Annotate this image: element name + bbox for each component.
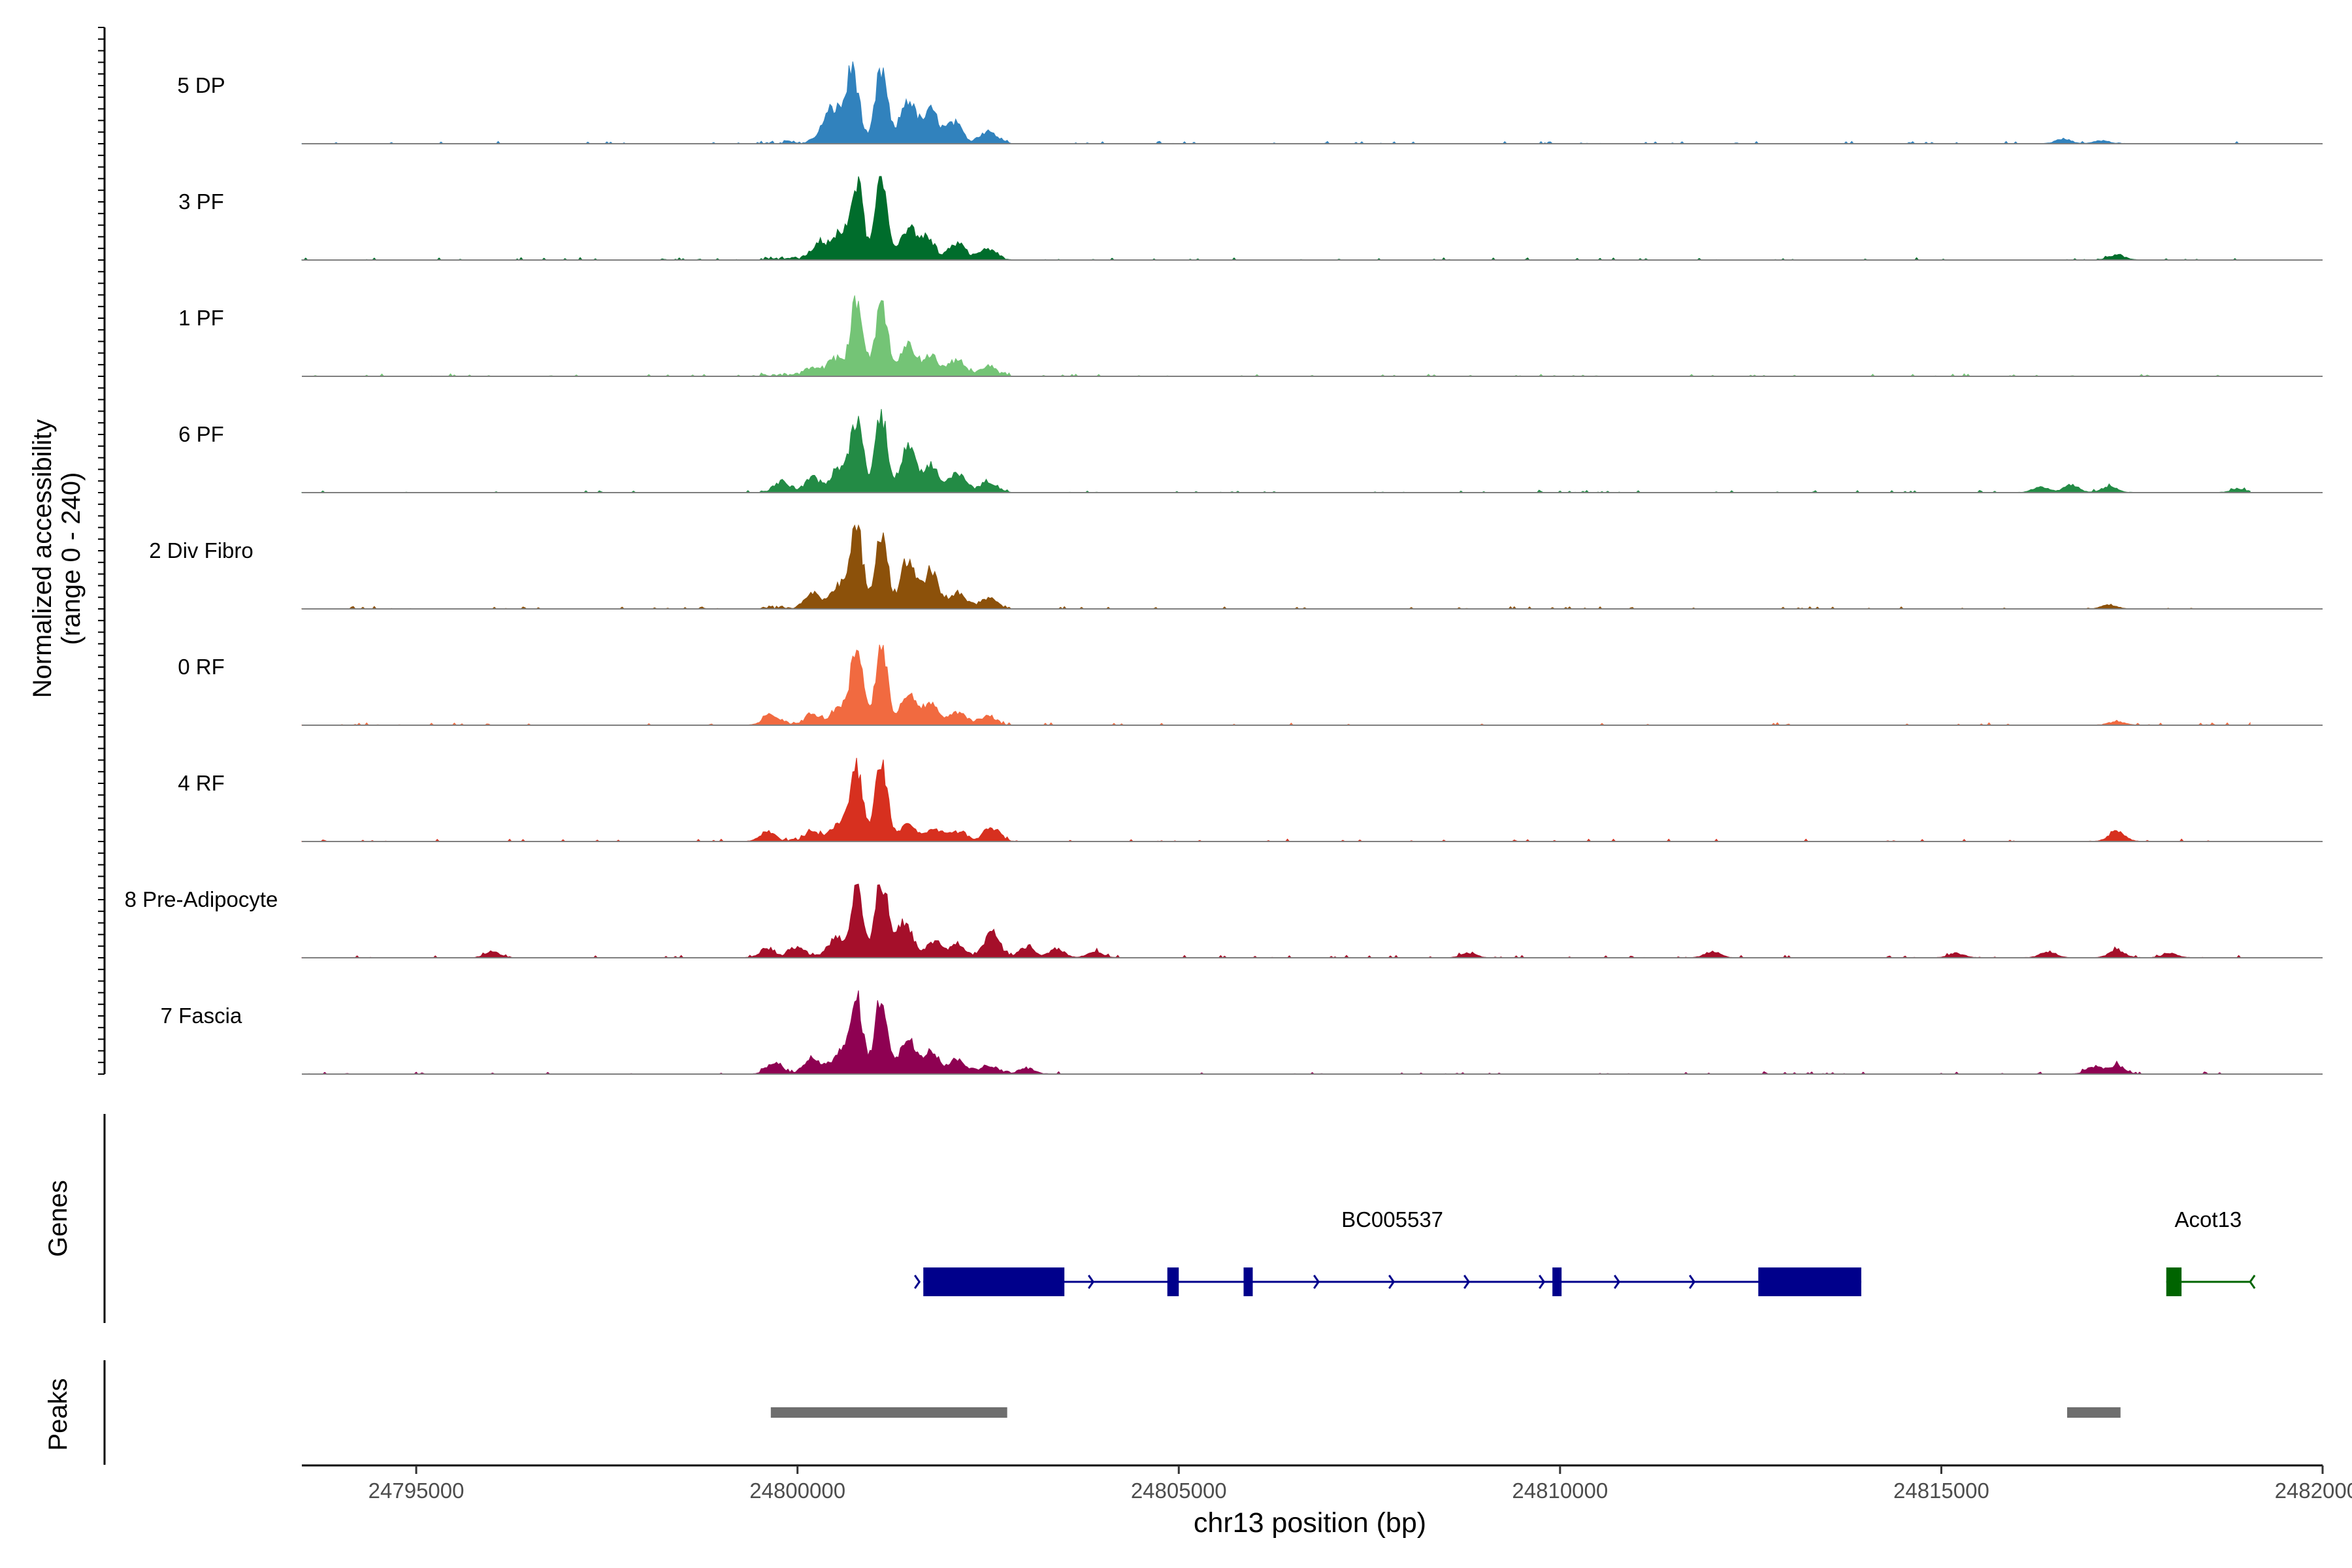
coverage-area [301,524,2251,610]
track-label: 8 Pre-Adipocyte [125,887,278,911]
gene-exon [1167,1267,1179,1296]
coverage-area [301,176,2251,261]
peaks-track [770,1407,2121,1418]
gene-label: Acot13 [2175,1207,2242,1232]
gene-exon [1758,1267,1861,1296]
x-tick-label: 24795000 [368,1478,465,1503]
track-label: 4 RF [178,771,225,795]
axes: 24795000 24800000 24805000 24810000 24815000… [98,27,2352,1503]
coverage-area [301,61,2251,144]
gene-exon [1552,1267,1562,1296]
track-label: 0 RF [178,655,225,679]
strand-arrow [1388,1275,1396,1289]
strand-arrow [1463,1275,1471,1289]
track-7-fascia [301,990,2323,1075]
track-6-pf [301,408,2323,493]
y-axis-title-line1: Normalized accessibility [28,419,57,698]
gene-exon [2166,1267,2182,1296]
strand-arrow [1539,1275,1546,1289]
x-tick-label: 24815000 [1893,1478,1989,1503]
track-label: 7 Fascia [161,1004,242,1028]
track-label: 2 Div Fibro [149,538,253,563]
track-label: 1 PF [178,306,224,330]
coverage-area [301,295,2251,377]
coverage-area [301,408,2251,493]
x-tick-label: 24810000 [1512,1478,1608,1503]
track-5-dp [301,61,2323,144]
peak-region [2066,1407,2121,1418]
strand-arrow [1313,1275,1320,1289]
track-0-rf [301,644,2323,726]
coverage-tracks [301,61,2323,1075]
track-label: 6 PF [178,422,224,446]
track-3-pf [301,176,2323,261]
gene-bc005537: BC005537 [914,1207,1861,1296]
peaks-axis-title: Peaks [44,1378,73,1450]
track-2-div-fibro [301,524,2323,610]
gene-acot13: Acot13 [2166,1207,2256,1296]
track-4-rf [301,757,2323,842]
strand-arrow [1689,1275,1696,1289]
track-label: 5 DP [177,73,225,97]
x-tick-label: 24805000 [1131,1478,1227,1503]
x-axis-title: chr13 position (bp) [1194,1507,1426,1539]
genes-axis-title: Genes [44,1180,73,1257]
gene-label: BC005537 [1341,1207,1443,1232]
gene-exon [1243,1267,1253,1296]
gene-annotation-track: BC005537 Acot13 [914,1207,2256,1296]
x-tick-label: 24820000 [2275,1478,2352,1503]
strand-arrow [914,1275,921,1289]
strand-arrow [1614,1275,1621,1289]
coverage-area [301,644,2251,726]
strand-arrow [2249,1275,2256,1289]
coverage-area [301,990,2251,1075]
coverage-area [301,757,2251,842]
peak-region [770,1407,1007,1418]
x-tick-label: 24800000 [749,1478,845,1503]
track-1-pf [301,295,2323,377]
track-8-pre-adipocyte [301,883,2323,958]
gene-exon [923,1267,1065,1296]
track-labels: 5 DP 3 PF 1 PF 6 PF 2 Div Fibro 0 RF 4 RF 8 Pre… [125,73,278,1028]
strand-arrow [1088,1275,1095,1289]
y-axis-title-line2: (range 0 - 240) [57,472,86,645]
track-label: 3 PF [178,189,224,214]
coverage-area [301,883,2251,958]
